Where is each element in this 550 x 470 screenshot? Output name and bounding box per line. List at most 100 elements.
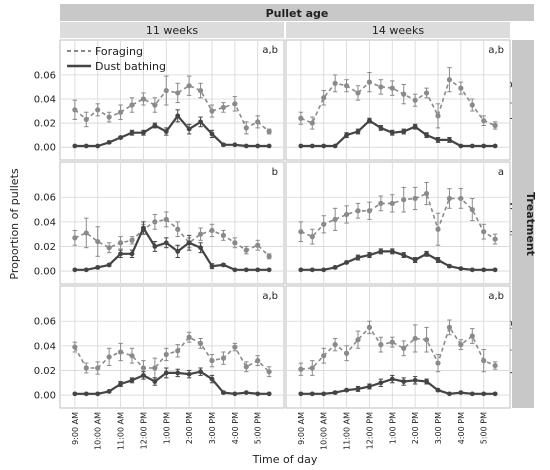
panel-frame <box>59 161 285 285</box>
data-point <box>220 355 227 361</box>
data-point <box>367 118 372 124</box>
data-point <box>255 143 261 149</box>
data-point <box>186 334 192 340</box>
series-dust-bathing <box>72 109 272 149</box>
data-point <box>175 113 181 119</box>
data-point <box>435 113 441 119</box>
data-point <box>209 227 215 234</box>
y-tick-label: 0.04 <box>34 341 56 352</box>
y-tick-label: 0.00 <box>34 267 56 278</box>
data-point <box>298 229 304 235</box>
data-point <box>321 143 327 149</box>
x-tick-label: 12:00 PM <box>365 412 374 449</box>
data-point <box>140 365 147 371</box>
series-dust-bathing <box>72 221 272 273</box>
data-point <box>209 263 215 269</box>
data-point <box>332 80 338 86</box>
series-dust-bathing <box>72 367 272 397</box>
legend-dust-bathing-label: Dust bathing <box>95 60 166 73</box>
data-point <box>412 335 418 342</box>
data-point <box>175 226 181 232</box>
data-point <box>344 132 349 138</box>
data-point <box>198 119 203 125</box>
x-tick-label: 3:00 PM <box>208 412 217 444</box>
significance-letter: a,b <box>488 291 504 302</box>
data-point <box>401 91 407 97</box>
data-point <box>423 190 430 197</box>
panel-frame <box>285 285 511 409</box>
data-point <box>197 231 204 237</box>
data-point <box>129 237 135 243</box>
data-point <box>298 391 304 397</box>
panel-novelty-11-weeks: 0.00 0.02 0.04 0.06 b <box>34 161 285 285</box>
series-line <box>74 336 270 373</box>
series-foraging <box>72 75 272 135</box>
y-tick-label: 0.04 <box>34 217 56 228</box>
panels-group: 0.00 0.02 0.04 0.06 a,b a,b 0.00 0.02 0.04 0.06 b a… <box>34 39 511 450</box>
data-point <box>232 240 238 246</box>
data-point <box>309 365 315 371</box>
data-point <box>175 248 181 254</box>
data-point <box>412 124 418 130</box>
data-point <box>152 365 158 371</box>
y-axis-title: Proportion of pullets <box>8 168 21 279</box>
data-point <box>163 370 169 376</box>
data-point <box>163 351 169 358</box>
data-point <box>378 200 384 206</box>
x-tick-label: 10:00 AM <box>320 412 329 450</box>
data-point <box>83 230 89 236</box>
data-point <box>255 119 261 125</box>
data-point <box>309 267 315 273</box>
data-point <box>401 252 407 258</box>
data-point <box>321 267 327 273</box>
y-tick-label: 0.00 <box>34 391 56 402</box>
data-point <box>401 129 407 134</box>
data-point <box>72 267 78 273</box>
data-point <box>469 206 475 213</box>
data-point <box>435 257 441 263</box>
data-point <box>186 126 192 132</box>
series-foraging <box>72 331 272 379</box>
data-point <box>458 195 464 202</box>
data-point <box>355 255 361 260</box>
data-point <box>332 216 338 222</box>
data-point <box>401 379 407 384</box>
data-point <box>469 391 475 397</box>
data-point <box>232 101 238 107</box>
data-point <box>83 267 89 273</box>
data-point <box>481 143 487 149</box>
y-tick-label: 0.04 <box>34 94 56 105</box>
data-point <box>106 262 112 268</box>
x-tick-label: 4:00 PM <box>457 412 466 444</box>
data-point <box>266 253 272 259</box>
y-tick-label: 0.02 <box>34 242 56 253</box>
data-point <box>152 102 158 108</box>
legend: Foraging Dust bathing <box>67 45 166 73</box>
data-point <box>243 390 249 396</box>
data-point <box>266 369 272 375</box>
data-point <box>446 324 453 330</box>
data-point <box>366 79 373 85</box>
data-point <box>423 337 430 343</box>
data-point <box>221 142 226 148</box>
data-point <box>186 371 192 377</box>
data-point <box>198 369 203 375</box>
data-point <box>209 376 215 382</box>
data-point <box>118 251 123 257</box>
y-tick-label: 0.02 <box>34 366 56 377</box>
data-point <box>117 109 124 115</box>
col-strip-11-weeks <box>60 22 284 38</box>
data-point <box>152 379 158 384</box>
data-point <box>469 267 475 273</box>
x-tick-label: 10:00 AM <box>94 412 103 450</box>
data-point <box>95 391 101 397</box>
data-point <box>378 380 384 386</box>
data-point <box>106 388 112 394</box>
x-tick-label: 11:00 AM <box>343 412 352 450</box>
data-point <box>163 240 169 246</box>
data-point <box>481 229 487 235</box>
data-point <box>129 130 135 136</box>
data-point <box>298 366 304 372</box>
col-label-11-weeks: 11 weeks <box>146 24 198 37</box>
